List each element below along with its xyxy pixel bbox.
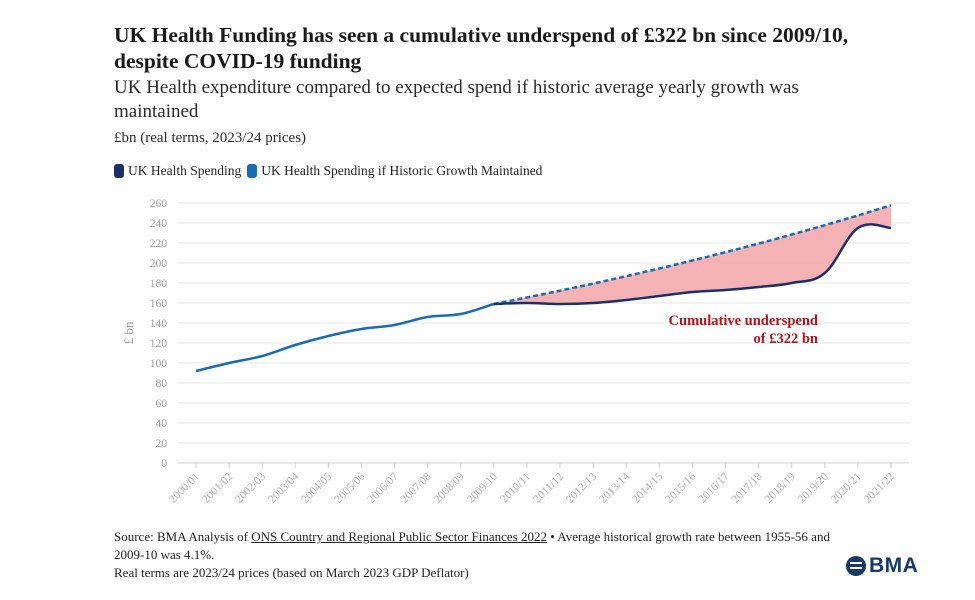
x-tick-label: 2018/19 [763, 470, 798, 505]
x-tick-label: 2020/21 [829, 470, 864, 505]
y-axis-label: £ bn [121, 321, 136, 344]
x-axis-ticks: 2000/012001/022002/032003/042004/052005/… [167, 463, 897, 506]
units-label: £bn (real terms, 2023/24 prices) [114, 130, 307, 146]
legend-item-historic[interactable]: UK Health Spending if Historic Growth Ma… [247, 163, 542, 179]
x-tick-label: 2006/07 [366, 470, 401, 505]
x-tick-label: 2014/15 [630, 470, 665, 505]
annotation-line1: Cumulative underspend [669, 313, 818, 329]
legend-label-spending: UK Health Spending [128, 163, 242, 178]
legend-swatch-spending [114, 164, 124, 178]
y-tick-label: 80 [156, 378, 168, 390]
x-tick-label: 2002/03 [233, 470, 268, 505]
source-note: Source: BMA Analysis of ONS Country and … [114, 528, 834, 582]
chart-title: UK Health Funding has seen a cumulative … [114, 23, 849, 73]
x-tick-label: 2005/06 [332, 470, 367, 505]
chart-subtitle: UK Health expenditure compared to expect… [114, 77, 799, 122]
y-tick-label: 0 [161, 458, 167, 470]
y-tick-label: 120 [150, 338, 168, 350]
source-line2: Real terms are 2023/24 prices (based on … [114, 565, 469, 580]
y-tick-label: 140 [150, 318, 168, 330]
y-axis-ticks: 0 20 40 60 80 100 120 140 160 180 200 220 240 260 [150, 198, 168, 470]
underspend-area [493, 205, 891, 304]
bma-logo-icon [846, 556, 866, 576]
source-link[interactable]: ONS Country and Regional Public Sector F… [251, 529, 547, 544]
bma-logo-text: BMA [869, 554, 919, 577]
x-tick-label: 2008/09 [432, 470, 467, 505]
y-tick-label: 260 [150, 198, 168, 210]
series-line-spending [493, 223, 892, 306]
legend-swatch-historic [247, 164, 258, 178]
x-tick-label: 2011/12 [531, 470, 566, 505]
bma-logo: BMA [846, 554, 918, 578]
y-tick-label: 220 [150, 238, 168, 250]
x-tick-label: 2003/04 [266, 470, 301, 505]
source-prefix: Source: BMA Analysis of [114, 529, 252, 544]
x-tick-label: 2001/02 [200, 470, 235, 505]
x-tick-label: 2000/01 [167, 470, 202, 505]
x-tick-label: 2009/10 [465, 470, 500, 505]
series-lines [195, 204, 892, 373]
x-tick-label: 2012/13 [564, 470, 599, 505]
x-tick-label: 2016/17 [696, 470, 731, 505]
y-tick-label: 20 [156, 438, 168, 450]
underspend-fill [493, 205, 891, 304]
chart-plot: 0 20 40 60 80 100 120 140 160 180 200 220 240 260 200… [121, 198, 909, 506]
legend-label-historic: UK Health Spending if Historic Growth Ma… [261, 163, 543, 178]
annotation-line2: of £322 bn [754, 331, 818, 347]
y-tick-label: 240 [150, 218, 168, 230]
series-line-historic-growth [493, 204, 892, 306]
series-line-spending-pre [195, 302, 495, 373]
x-tick-label: 2017/18 [730, 470, 765, 505]
y-tick-label: 100 [150, 358, 168, 370]
source-suffix: • Average historical growth rate between… [114, 529, 830, 562]
x-tick-label: 2013/14 [597, 470, 632, 505]
x-tick-label: 2010/11 [498, 470, 533, 505]
legend: UK Health Spending UK Health Spending if… [114, 163, 548, 179]
x-tick-label: 2019/20 [796, 470, 831, 505]
y-tick-label: 180 [150, 278, 168, 290]
y-tick-label: 40 [156, 418, 168, 430]
x-tick-label: 2021/22 [862, 470, 897, 505]
x-tick-label: 2007/08 [399, 470, 434, 505]
x-tick-label: 2015/16 [663, 470, 698, 505]
y-tick-label: 160 [150, 298, 168, 310]
grid-lines [178, 202, 909, 464]
legend-item-spending[interactable]: UK Health Spending [114, 163, 241, 179]
x-tick-label: 2004/05 [299, 470, 334, 505]
y-tick-label: 60 [156, 398, 168, 410]
y-tick-label: 200 [150, 258, 168, 270]
